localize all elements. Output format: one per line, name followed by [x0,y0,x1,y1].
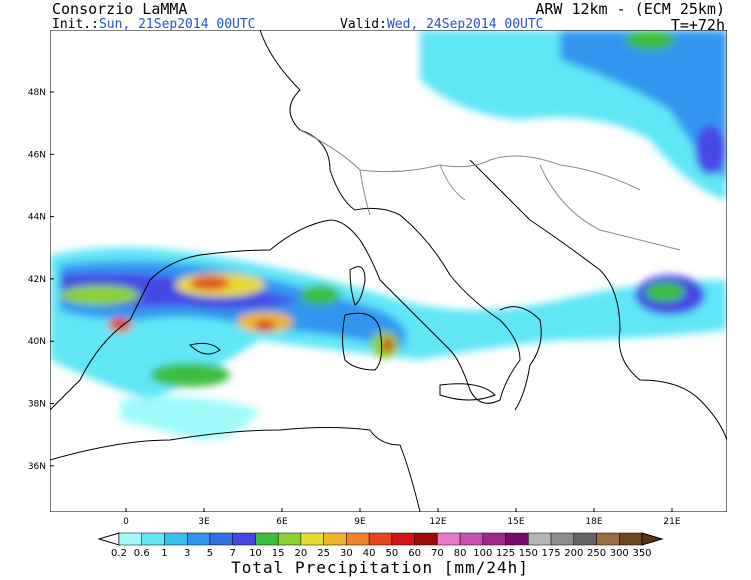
colorbar-label: 80 [454,548,467,559]
lat-label: 46N [28,150,46,160]
lon-label: 6E [276,517,288,527]
colorbar-box [300,532,324,546]
colorbar-box [141,532,165,546]
colorbar-label: 70 [431,548,444,559]
map [50,30,727,512]
lon-label: 9E [354,517,366,527]
colorbar-box [459,532,484,546]
colorbar-label: 250 [587,548,606,559]
lat-label: 40N [28,337,46,347]
colorbar-label: 300 [610,548,629,559]
colorbar-label: 7 [230,548,236,559]
lat-label: 36N [28,462,46,472]
colorbar-label: 200 [564,548,583,559]
colorbar-label: 60 [408,548,421,559]
model: ARW 12km - (ECM 25km) [535,0,725,18]
lat-label: 38N [28,400,46,410]
colorbar-box [346,532,370,546]
colorbar-box [414,532,438,546]
init-label: Init.:Sun, 21Sep2014 00UTC [52,17,256,32]
colorbar-box [437,532,461,546]
colorbar-box [482,532,506,546]
lon-label: 18E [585,517,602,527]
colorbar-label: 50 [386,548,399,559]
colorbar-label: 5 [207,548,213,559]
colorbar-box [596,532,620,546]
colorbar: 0.2 0.6 1 3 5 7 10 15 20 25 30 40 50 60 70 80 100 125 150 1… [97,532,664,559]
colorbar-box [619,532,643,546]
colorbar-box [232,532,256,546]
map-ticks: 48N 46N 44N 42N 40N 38N 36N 0 3E 6E 9E 12E 15E 18E 21E [28,88,681,527]
colorbar-label: 40 [363,548,376,559]
lon-label: 12E [429,517,446,527]
colorbar-label: 125 [496,548,515,559]
colorbar-box [368,532,393,546]
colorbar-label: 30 [340,548,353,559]
lon-label: 0 [123,517,129,527]
colorbar-box [573,532,597,546]
valid-label: Valid:Wed, 24Sep2014 00UTC [340,17,544,32]
colorbar-box [323,532,347,546]
colorbar-label: 175 [541,548,560,559]
colorbar-box [528,532,552,546]
colorbar-label: 25 [317,548,330,559]
colorbar-label: 3 [184,548,190,559]
colorbar-label: 0.2 [111,548,127,559]
colorbar-box [277,532,302,546]
colorbar-label: 20 [295,548,308,559]
lon-label: 21E [663,517,680,527]
colorbar-label: 1 [161,548,167,559]
lead-time: T=+72h [671,16,725,34]
borders [299,129,681,251]
lat-label: 44N [28,213,46,223]
colorbar-label: 150 [519,548,538,559]
colorbar-arrow [97,532,120,546]
colorbar-title: Total Precipitation [mm/24h] [231,558,529,577]
lon-label: 15E [507,517,524,527]
colorbar-box [186,532,211,546]
colorbar-label: 15 [272,548,285,559]
title: Consorzio LaMMA [52,0,187,18]
colorbar-box [118,532,142,546]
colorbar-label: 100 [473,548,492,559]
precip-field [50,30,727,440]
colorbar-box [209,532,233,546]
colorbar-arrow [641,532,664,546]
coastlines [50,30,727,512]
colorbar-label: 0.6 [134,548,150,559]
colorbar-box [255,532,279,546]
lon-label: 3E [198,517,210,527]
colorbar-box [505,532,529,546]
colorbar-box [391,532,415,546]
colorbar-box [550,532,575,546]
colorbar-label: 350 [632,548,651,559]
colorbar-box [164,532,188,546]
colorbar-label: 10 [249,548,262,559]
lat-label: 48N [28,88,46,98]
lat-label: 42N [28,275,46,285]
